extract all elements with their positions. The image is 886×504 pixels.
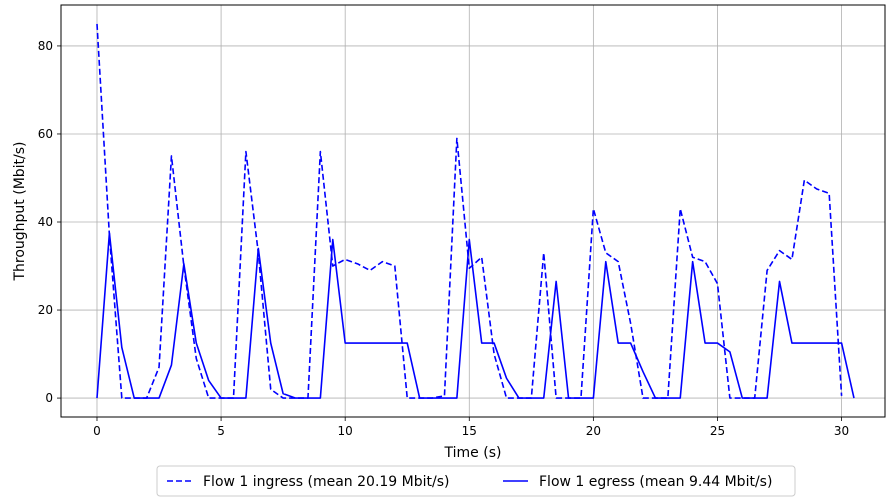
y-tick-label: 40 — [38, 215, 53, 229]
x-tick-label: 25 — [710, 424, 725, 438]
y-tick-label: 20 — [38, 303, 53, 317]
series-layer — [96, 23, 855, 399]
y-axis-title: Throughput (Mbit/s) — [12, 141, 28, 281]
legend-box — [156, 465, 796, 497]
grid — [61, 5, 885, 417]
legend: Flow 1 ingress (mean 20.19 Mbit/s) Flow … — [156, 465, 796, 497]
x-tick-label: 5 — [217, 424, 225, 438]
x-tick-label: 0 — [93, 424, 101, 438]
x-tick-label: 10 — [338, 424, 353, 438]
y-tick-label: 80 — [38, 39, 53, 53]
x-tick-label: 20 — [586, 424, 601, 438]
axis-ticks: 0 5 10 15 20 25 30 0 20 40 60 80 — [38, 39, 849, 438]
legend-label-ingress: Flow 1 ingress (mean 20.19 Mbit/s) — [203, 474, 449, 490]
legend-label-egress: Flow 1 egress (mean 9.44 Mbit/s) — [539, 474, 772, 490]
x-tick-label: 30 — [834, 424, 849, 438]
y-tick-label: 60 — [38, 127, 53, 141]
egress-series-line — [96, 232, 855, 399]
plot-frame — [60, 4, 886, 418]
x-tick-label: 15 — [462, 424, 477, 438]
x-axis-title: Time (s) — [444, 445, 502, 461]
y-tick-label: 0 — [45, 391, 53, 405]
